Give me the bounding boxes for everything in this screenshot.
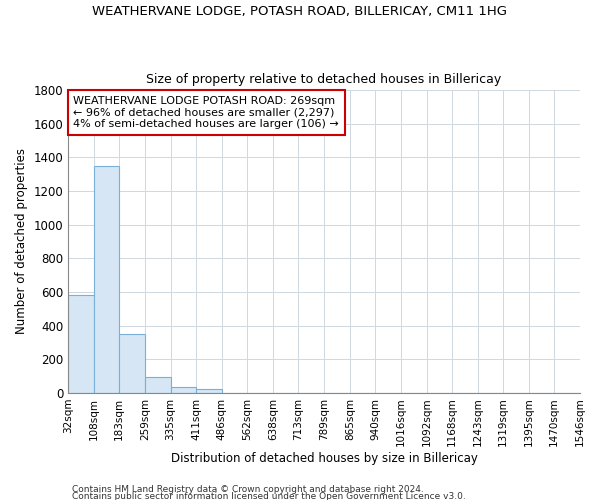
Y-axis label: Number of detached properties: Number of detached properties (15, 148, 28, 334)
X-axis label: Distribution of detached houses by size in Billericay: Distribution of detached houses by size … (170, 452, 478, 465)
Bar (196, 390, 221, 393)
Text: WEATHERVANE LODGE POTASH ROAD: 269sqm
← 96% of detached houses are smaller (2,29: WEATHERVANE LODGE POTASH ROAD: 269sqm ← … (73, 96, 339, 129)
Bar (119, 334, 145, 393)
Bar (145, 377, 170, 393)
Title: Size of property relative to detached houses in Billericay: Size of property relative to detached ho… (146, 73, 502, 86)
Text: Contains HM Land Registry data © Crown copyright and database right 2024.: Contains HM Land Registry data © Crown c… (72, 486, 424, 494)
Bar (94, 166, 119, 393)
Bar (68, 295, 94, 393)
Text: Contains public sector information licensed under the Open Government Licence v3: Contains public sector information licen… (72, 492, 466, 500)
Text: WEATHERVANE LODGE, POTASH ROAD, BILLERICAY, CM11 1HG: WEATHERVANE LODGE, POTASH ROAD, BILLERIC… (92, 5, 508, 18)
Bar (170, 387, 196, 393)
